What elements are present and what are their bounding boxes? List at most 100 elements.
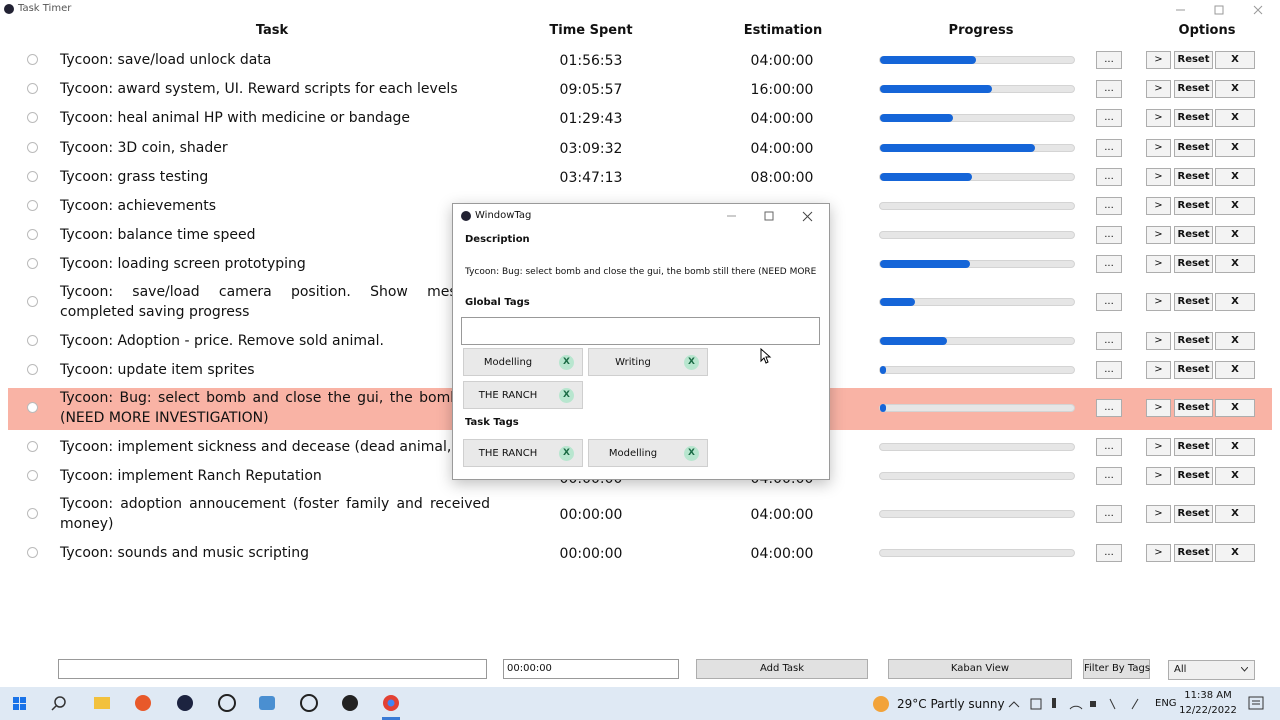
reset-button[interactable]: Reset	[1174, 168, 1213, 186]
notifications[interactable]	[1247, 695, 1265, 713]
row-select[interactable]	[27, 296, 38, 307]
window-controls[interactable]	[1170, 2, 1270, 18]
start-button[interactable]: >	[1146, 505, 1171, 523]
start-button[interactable]: >	[1146, 361, 1171, 379]
dialog-controls[interactable]	[723, 208, 823, 224]
delete-button[interactable]: X	[1215, 80, 1255, 98]
row-select[interactable]	[27, 83, 38, 94]
tag-chip[interactable]: Modelling X	[463, 348, 583, 376]
language[interactable]: ENG	[1155, 698, 1177, 709]
row-select[interactable]	[27, 112, 38, 123]
details-button[interactable]: ...	[1096, 139, 1122, 157]
tray-icons[interactable]	[1005, 695, 1145, 713]
tag-chip[interactable]: Writing X	[588, 348, 708, 376]
details-button[interactable]: ...	[1096, 255, 1122, 273]
tag-chip[interactable]: THE RANCH X	[463, 439, 583, 467]
row-select[interactable]	[27, 335, 38, 346]
reset-button[interactable]: Reset	[1174, 197, 1213, 215]
start-button[interactable]: >	[1146, 168, 1171, 186]
reset-button[interactable]: Reset	[1174, 505, 1213, 523]
details-button[interactable]: ...	[1096, 80, 1122, 98]
reset-button[interactable]: Reset	[1174, 109, 1213, 127]
delete-button[interactable]: X	[1215, 168, 1255, 186]
start-button[interactable]: >	[1146, 293, 1171, 311]
start-button[interactable]: >	[1146, 80, 1171, 98]
details-button[interactable]: ...	[1096, 467, 1122, 485]
start-button[interactable]: >	[1146, 438, 1171, 456]
row-select[interactable]	[27, 402, 38, 413]
details-button[interactable]: ...	[1096, 197, 1122, 215]
filter-select[interactable]: All	[1168, 660, 1255, 680]
tag-remove[interactable]: X	[559, 388, 574, 403]
reset-button[interactable]: Reset	[1174, 293, 1213, 311]
reset-button[interactable]: Reset	[1174, 139, 1213, 157]
tag-chip[interactable]: Modelling X	[588, 439, 708, 467]
details-button[interactable]: ...	[1096, 544, 1122, 562]
filter-tags-button[interactable]: Filter By Tags	[1083, 659, 1150, 679]
start-button[interactable]: >	[1146, 467, 1171, 485]
start-button[interactable]: >	[1146, 226, 1171, 244]
clock-date[interactable]: 12/22/2022	[1179, 705, 1237, 716]
time-input[interactable]: 00:00:00	[503, 659, 679, 679]
details-button[interactable]: ...	[1096, 438, 1122, 456]
tag-remove[interactable]: X	[559, 446, 574, 461]
details-button[interactable]: ...	[1096, 505, 1122, 523]
details-button[interactable]: ...	[1096, 399, 1122, 417]
delete-button[interactable]: X	[1215, 399, 1255, 417]
details-button[interactable]: ...	[1096, 168, 1122, 186]
row-select[interactable]	[27, 547, 38, 558]
row-select[interactable]	[27, 470, 38, 481]
start-button[interactable]: >	[1146, 332, 1171, 350]
delete-button[interactable]: X	[1215, 293, 1255, 311]
delete-button[interactable]: X	[1215, 139, 1255, 157]
row-select[interactable]	[27, 200, 38, 211]
reset-button[interactable]: Reset	[1174, 438, 1213, 456]
delete-button[interactable]: X	[1215, 467, 1255, 485]
details-button[interactable]: ...	[1096, 293, 1122, 311]
details-button[interactable]: ...	[1096, 51, 1122, 69]
delete-button[interactable]: X	[1215, 51, 1255, 69]
row-select[interactable]	[27, 441, 38, 452]
start-button[interactable]: >	[1146, 255, 1171, 273]
reset-button[interactable]: Reset	[1174, 255, 1213, 273]
details-button[interactable]: ...	[1096, 226, 1122, 244]
details-button[interactable]: ...	[1096, 361, 1122, 379]
clock-time[interactable]: 11:38 AM	[1184, 690, 1232, 701]
reset-button[interactable]: Reset	[1174, 51, 1213, 69]
tag-remove[interactable]: X	[684, 446, 699, 461]
start-button[interactable]: >	[1146, 197, 1171, 215]
start-button[interactable]: >	[1146, 399, 1171, 417]
row-select[interactable]	[27, 508, 38, 519]
kanban-view-button[interactable]: Kaban View	[888, 659, 1072, 679]
row-select[interactable]	[27, 142, 38, 153]
row-select[interactable]	[27, 54, 38, 65]
delete-button[interactable]: X	[1215, 226, 1255, 244]
reset-button[interactable]: Reset	[1174, 332, 1213, 350]
reset-button[interactable]: Reset	[1174, 467, 1213, 485]
taskbar-icons[interactable]	[0, 687, 410, 720]
reset-button[interactable]: Reset	[1174, 361, 1213, 379]
start-button[interactable]: >	[1146, 51, 1171, 69]
row-select[interactable]	[27, 171, 38, 182]
delete-button[interactable]: X	[1215, 438, 1255, 456]
reset-button[interactable]: Reset	[1174, 544, 1213, 562]
row-select[interactable]	[27, 364, 38, 375]
tag-chip[interactable]: THE RANCH X	[463, 381, 583, 409]
weather[interactable]: 29°C Partly sunny	[897, 697, 1005, 711]
details-button[interactable]: ...	[1096, 109, 1122, 127]
task-name-input[interactable]	[58, 659, 487, 679]
delete-button[interactable]: X	[1215, 332, 1255, 350]
delete-button[interactable]: X	[1215, 505, 1255, 523]
delete-button[interactable]: X	[1215, 544, 1255, 562]
row-select[interactable]	[27, 229, 38, 240]
row-select[interactable]	[27, 258, 38, 269]
start-button[interactable]: >	[1146, 109, 1171, 127]
reset-button[interactable]: Reset	[1174, 226, 1213, 244]
start-button[interactable]: >	[1146, 139, 1171, 157]
reset-button[interactable]: Reset	[1174, 399, 1213, 417]
reset-button[interactable]: Reset	[1174, 80, 1213, 98]
delete-button[interactable]: X	[1215, 109, 1255, 127]
tag-input[interactable]	[461, 317, 820, 345]
details-button[interactable]: ...	[1096, 332, 1122, 350]
start-button[interactable]: >	[1146, 544, 1171, 562]
